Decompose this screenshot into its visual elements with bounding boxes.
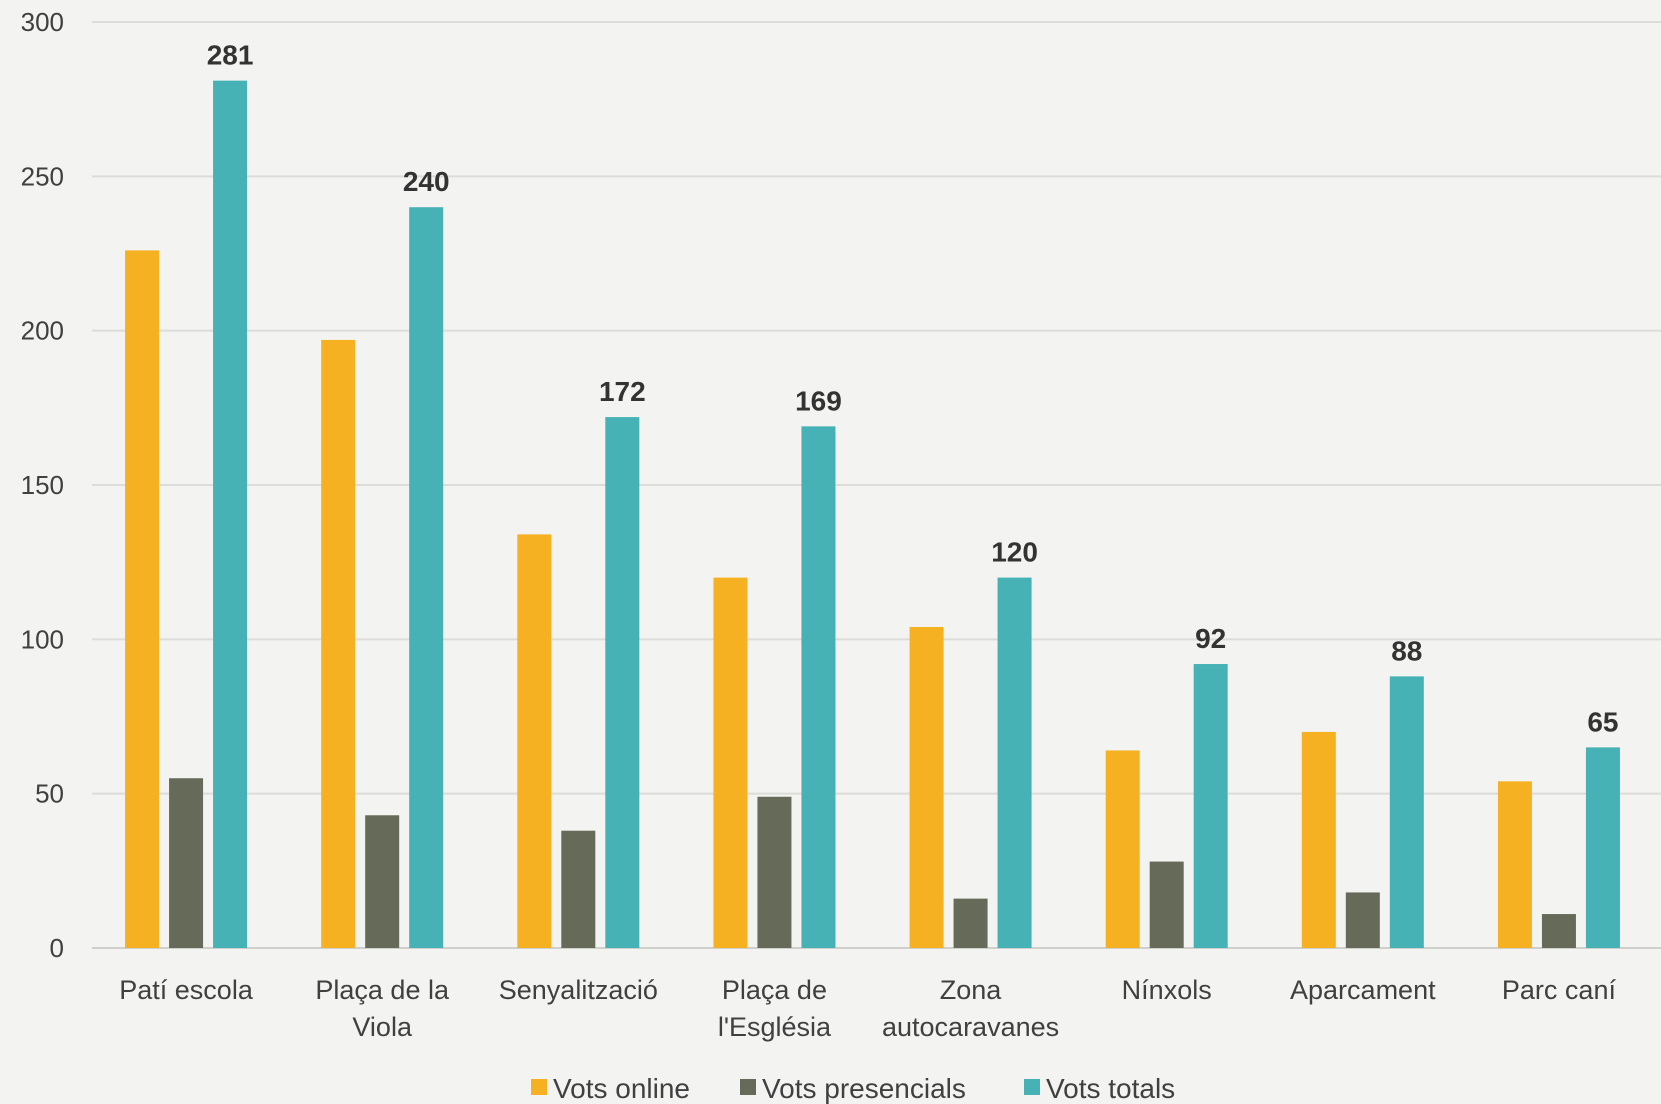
legend-label: Vots totals: [1046, 1073, 1175, 1104]
bars: [125, 80, 1620, 949]
x-category-label: Nínxols: [1122, 975, 1212, 1005]
bar: [169, 778, 204, 948]
data-label: 240: [403, 166, 450, 197]
bar: [713, 577, 748, 948]
data-label: 88: [1391, 635, 1422, 666]
x-category-label: Viola: [352, 1012, 413, 1042]
bar: [1497, 781, 1532, 948]
x-category-label: Aparcament: [1290, 975, 1436, 1005]
x-category-label: Parc caní: [1502, 975, 1617, 1005]
x-category-label: Plaça de la: [315, 975, 450, 1005]
data-label: 169: [795, 385, 842, 416]
x-category-label: Patí escola: [119, 975, 254, 1005]
data-labels: 281 240 172 169 120 92 88 65: [207, 40, 1619, 738]
bar: [909, 626, 944, 948]
data-label: 120: [991, 537, 1038, 568]
legend-swatch: [531, 1079, 547, 1095]
data-label: 92: [1195, 623, 1226, 654]
bar: [1541, 914, 1576, 948]
bar: [757, 796, 792, 948]
bar: [213, 80, 248, 948]
bar: [1105, 750, 1140, 948]
bar: [321, 339, 356, 949]
bar: [1149, 861, 1184, 948]
x-category-label: Zona: [940, 975, 1003, 1005]
bar: [1301, 731, 1336, 948]
bar: [1389, 676, 1424, 948]
legend-label: Vots online: [553, 1073, 690, 1104]
legend-swatch: [1024, 1079, 1040, 1095]
x-category-label: Plaça de: [722, 975, 827, 1005]
data-label: 172: [599, 376, 646, 407]
y-tick-label: 50: [35, 779, 64, 809]
legend: Vots online Vots presencials Vots totals: [531, 1073, 1175, 1104]
y-axis-tick-labels: 0 50 100 150 200 250 300: [21, 7, 64, 963]
bar: [365, 815, 400, 948]
data-label: 281: [207, 40, 254, 71]
bar: [605, 417, 640, 948]
legend-label: Vots presencials: [762, 1073, 966, 1104]
bar: [409, 207, 444, 948]
bar: [997, 577, 1032, 948]
y-tick-label: 300: [21, 7, 64, 37]
bar: [1585, 747, 1620, 948]
y-tick-label: 100: [21, 624, 64, 654]
bar: [953, 898, 988, 948]
y-tick-label: 250: [21, 161, 64, 191]
x-category-label: l'Església: [718, 1012, 832, 1042]
bar: [561, 830, 596, 948]
x-category-label: Senyalització: [499, 975, 658, 1005]
bar: [517, 534, 552, 948]
bar: [125, 250, 160, 948]
bar: [801, 426, 836, 948]
legend-swatch: [740, 1079, 756, 1095]
bar: [1193, 664, 1228, 948]
bar: [1345, 892, 1380, 948]
data-label: 65: [1587, 706, 1618, 737]
y-tick-label: 0: [50, 933, 64, 963]
y-tick-label: 200: [21, 316, 64, 346]
x-axis-category-labels: Patí escola Plaça de la Viola Senyalització…: [119, 975, 1616, 1042]
y-tick-label: 150: [21, 470, 64, 500]
x-category-label: autocaravanes: [882, 1012, 1059, 1042]
